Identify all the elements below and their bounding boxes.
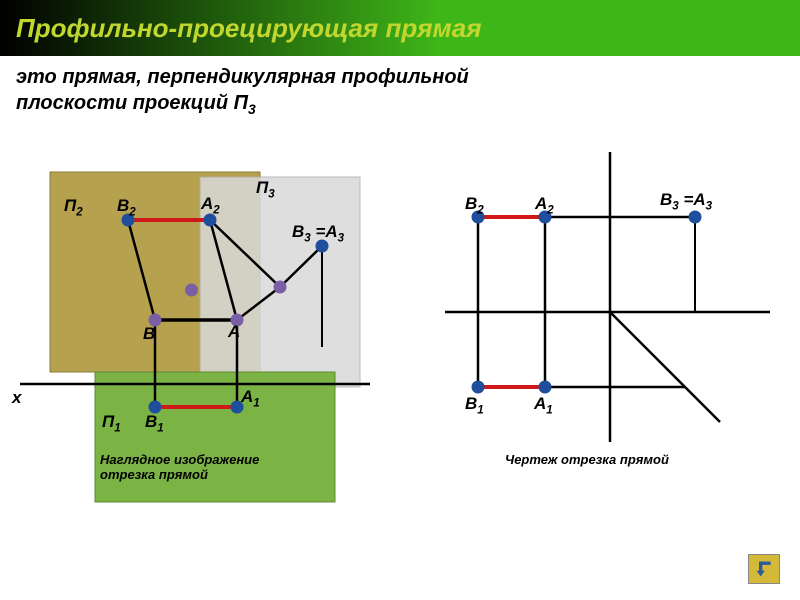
label-b2-right: В2 [465,194,484,216]
subtitle-line2: плоскости проекций П [16,92,248,114]
nav-return-button[interactable] [748,554,780,584]
return-arrow-icon [754,559,774,579]
plane-p3-label: П3 [256,178,275,200]
subtitle-sub: 3 [248,101,256,117]
label-b-left: В [143,324,155,344]
subtitle-block: это прямая, перпендикулярная профильной … [0,56,800,122]
title-header: Профильно-проецирующая прямая [0,0,800,56]
label-b3a3-right: В3 =А3 [660,190,712,212]
label-b1-right: В1 [465,394,484,416]
page-title: Профильно-проецирующая прямая [16,13,482,44]
label-b1-left: В1 [145,412,164,434]
x-axis-label: x [12,388,21,408]
right-caption: Чертеж отрезка прямой [505,452,669,467]
label-a1-left: А1 [241,387,260,409]
label-a-left: А [228,322,240,342]
plane-p1-label: П1 [102,412,121,434]
plane-p2-label: П2 [64,196,83,218]
diagram-area: x П2 П3 П1 В2 А2 В3 =А3 В А В1 А1 Нагляд… [0,122,800,582]
label-b3a3-left: В3 =А3 [292,222,344,244]
label-b2-left: В2 [117,196,136,218]
label-a2-right: А2 [535,194,554,216]
subtitle-line1: это прямая, перпендикулярная профильной [16,66,469,88]
left-caption: Наглядное изображение отрезка прямой [100,452,300,482]
right-diagram [430,122,780,482]
label-a2-left: А2 [201,194,220,216]
label-a1-right: А1 [534,394,553,416]
